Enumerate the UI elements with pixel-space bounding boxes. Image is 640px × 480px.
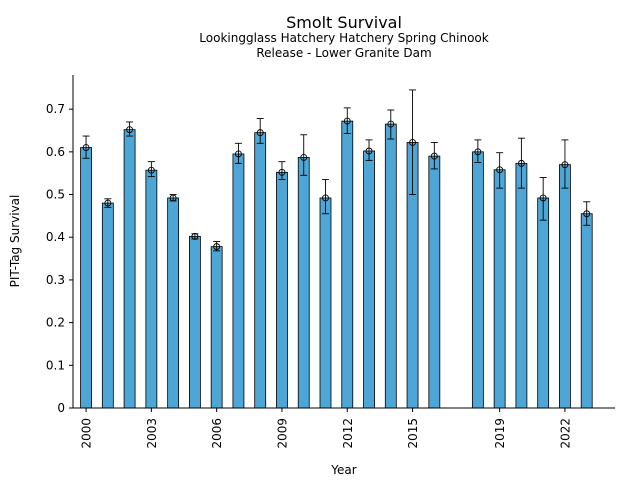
point-marker-2019 — [496, 166, 504, 174]
bar-2002 — [123, 129, 136, 409]
bar-2019 — [493, 169, 506, 409]
bar-2000 — [80, 147, 92, 409]
bar-2014 — [384, 123, 397, 409]
y-tick-label: 0.4 — [46, 230, 65, 244]
bar-2022 — [559, 164, 571, 409]
x-tick-label: 2012 — [341, 418, 355, 449]
point-marker-2012 — [343, 117, 351, 125]
y-tick-label: 0.1 — [46, 358, 65, 372]
bar-2007 — [232, 153, 245, 409]
bar-2013 — [363, 150, 375, 409]
bar-2005 — [188, 235, 201, 409]
point-marker-2009 — [278, 168, 286, 176]
x-tick-label: 2003 — [145, 418, 159, 449]
bar-2010 — [297, 156, 310, 409]
point-marker-2001 — [104, 199, 112, 207]
point-marker-2000 — [82, 144, 90, 152]
point-marker-2015 — [409, 139, 417, 146]
point-marker-2008 — [256, 129, 264, 137]
bar-2021 — [537, 197, 550, 409]
bar-2016 — [428, 155, 441, 409]
bar-2009 — [276, 171, 288, 409]
bar-2020 — [515, 162, 528, 409]
y-tick-label: 0 — [57, 401, 65, 415]
y-ticks: 0 0.1 0.2 0.3 0.4 0.5 0.6 0.7 — [46, 102, 73, 415]
bar-2004 — [167, 197, 180, 409]
point-marker-2020 — [517, 159, 525, 167]
point-marker-2018 — [474, 148, 482, 156]
point-marker-2004 — [169, 194, 177, 202]
point-marker-2007 — [234, 150, 242, 158]
x-tick-label: 2022 — [558, 418, 572, 449]
point-marker-2010 — [300, 153, 308, 161]
y-axis-label: PIT-Tag Survival — [8, 195, 22, 288]
x-tick-label: 2006 — [210, 418, 224, 449]
point-marker-2003 — [147, 166, 155, 174]
point-marker-2006 — [213, 243, 221, 251]
y-tick-label: 0.3 — [46, 273, 65, 287]
point-marker-2013 — [365, 147, 373, 155]
bar-2012 — [341, 120, 354, 409]
bars-layer — [80, 120, 593, 409]
chart-subtitle-line-2: Release - Lower Granite Dam — [256, 46, 431, 60]
errorbars-layer — [82, 89, 591, 252]
bar-2006 — [210, 246, 223, 409]
y-tick-label: 0.7 — [46, 102, 65, 116]
point-marker-2023 — [583, 210, 591, 218]
point-marker-2014 — [387, 120, 395, 128]
chart-subtitle-line-1: Lookingglass Hatchery Hatchery Spring Ch… — [199, 31, 488, 45]
bar-2001 — [101, 202, 114, 409]
x-tick-label: 2019 — [493, 418, 507, 449]
bar-2023 — [580, 213, 593, 409]
point-marker-2005 — [191, 232, 199, 240]
x-ticks: 2000 2003 2006 2009 2012 2015 2019 2022 — [80, 408, 572, 449]
y-tick-label: 0.5 — [46, 188, 65, 202]
bar-2008 — [254, 132, 267, 409]
chart-title: Smolt Survival — [286, 13, 402, 32]
point-marker-2021 — [539, 194, 547, 202]
markers-layer — [82, 117, 591, 251]
bar-2018 — [471, 151, 484, 409]
point-marker-2022 — [561, 161, 569, 169]
y-tick-label: 0.6 — [46, 145, 65, 159]
point-marker-2016 — [430, 152, 438, 160]
bar-2003 — [145, 169, 158, 409]
bar-2011 — [319, 197, 332, 409]
x-axis-label: Year — [330, 463, 356, 477]
point-marker-2002 — [126, 126, 134, 134]
x-tick-label: 2000 — [80, 418, 94, 449]
y-tick-label: 0.2 — [46, 316, 65, 330]
point-marker-2011 — [322, 194, 329, 202]
x-tick-label: 2009 — [275, 418, 289, 449]
x-tick-label: 2015 — [406, 418, 420, 449]
